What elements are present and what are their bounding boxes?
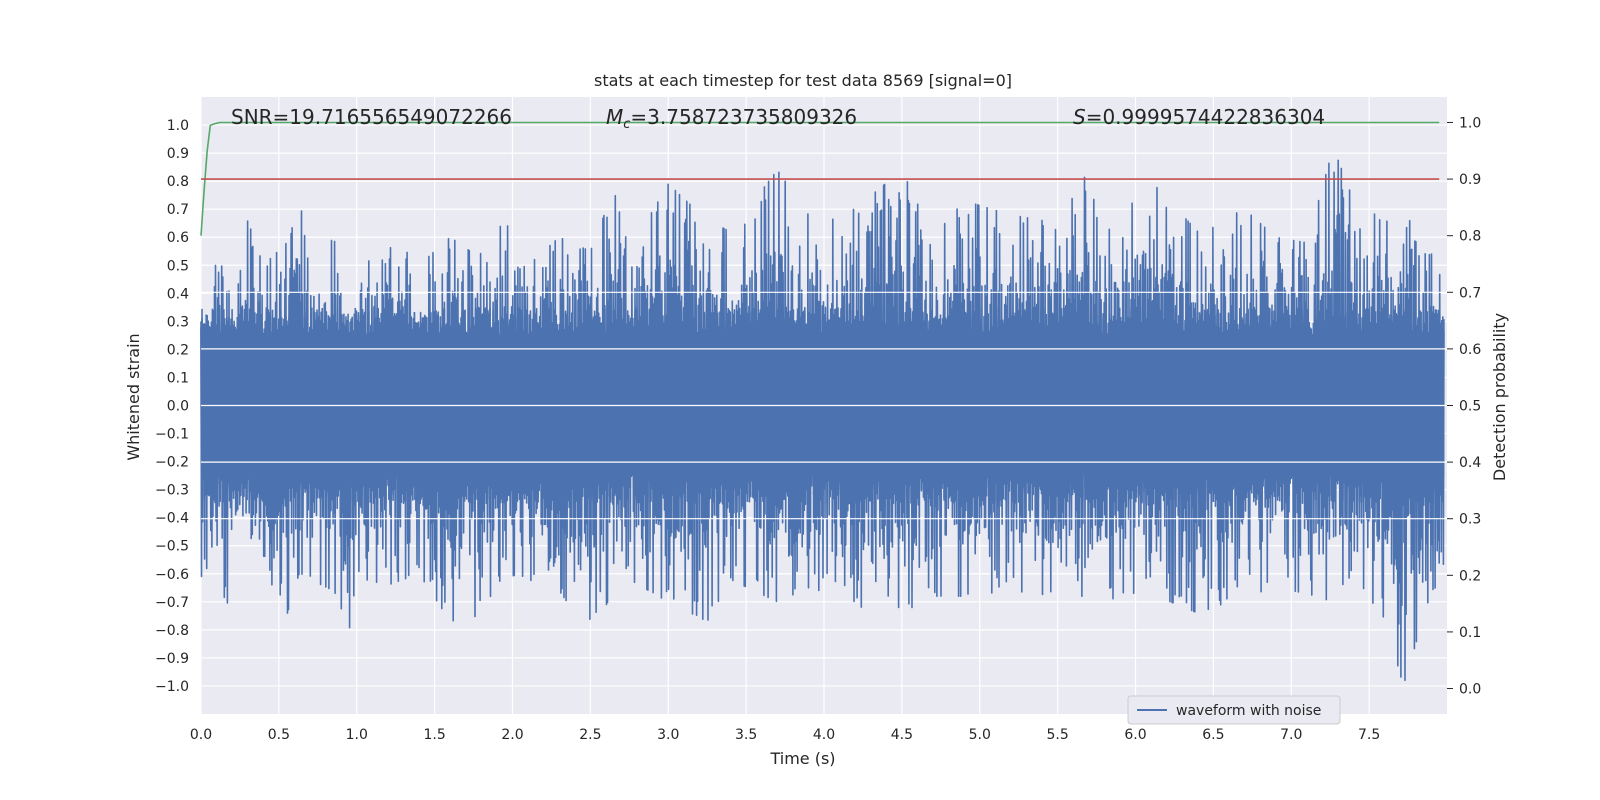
y2-tick-label: 0.1 — [1459, 625, 1481, 641]
x-tick-label: 7.0 — [1280, 727, 1302, 743]
detection-probability-line — [200, 121, 1440, 236]
score-value: =0.9999574422836304 — [1086, 105, 1325, 129]
x-tick-label: 1.0 — [346, 727, 368, 743]
y-tick-label: −0.8 — [155, 623, 189, 639]
x-tick-label: 6.5 — [1202, 727, 1224, 743]
y2-tick-label: 0.9 — [1459, 172, 1481, 188]
y2-tick-label: 1.0 — [1459, 115, 1481, 131]
y2-tick-label: 0.3 — [1459, 512, 1481, 528]
y2-tick-label: 0.5 — [1459, 399, 1481, 415]
waveform-series — [200, 159, 1445, 682]
y-tick-label: 0.2 — [167, 342, 189, 358]
x-tick-label: 5.0 — [969, 727, 991, 743]
x-tick-label: 0.0 — [190, 727, 212, 743]
y-tick-label: −1.0 — [155, 679, 189, 695]
right-grid-lines — [201, 291, 1447, 520]
y-axis-label: Whitened strain — [124, 333, 143, 460]
snr-annotation: SNR=19.716556549072266 — [231, 105, 512, 129]
y2-axis-ticks: 1.0 0.9 0.8 0.7 0.6 0.5 0.4 0.3 0.2 0.1 0.0 — [1447, 115, 1481, 698]
waveform-core — [200, 307, 1445, 504]
y2-tick-label: 0.8 — [1459, 229, 1481, 245]
x-tick-label: 4.0 — [813, 727, 835, 743]
x-tick-label: 3.5 — [735, 727, 757, 743]
y2-tick-label: 0.4 — [1459, 455, 1481, 471]
y-tick-label: 0.0 — [167, 399, 189, 415]
y-tick-label: 0.4 — [167, 286, 189, 302]
x-tick-label: 4.5 — [891, 727, 913, 743]
y-tick-label: −0.1 — [155, 427, 189, 443]
y-tick-label: 0.8 — [167, 174, 189, 190]
probability-series — [200, 121, 1440, 236]
chirp-mass-subscript: c — [623, 117, 630, 132]
x-tick-label: 2.5 — [579, 727, 601, 743]
y-tick-label: −0.9 — [155, 651, 189, 667]
y-axis-ticks: 1.0 0.9 0.8 0.7 0.6 0.5 0.4 0.3 0.2 0.1 0.0 −0.1 −0.… — [155, 118, 189, 695]
x-axis-ticks: 0.0 0.5 1.0 1.5 2.0 2.5 3.0 3.5 4.0 4.5 5.0 5.5 6.0 6… — [190, 727, 1380, 743]
legend: waveform with noise — [1127, 695, 1341, 725]
x-tick-label: 6.0 — [1124, 727, 1146, 743]
y-tick-label: −0.6 — [155, 567, 189, 583]
y-tick-label: 0.6 — [167, 230, 189, 246]
y-tick-label: 0.3 — [167, 314, 189, 330]
x-tick-label: 3.0 — [657, 727, 679, 743]
score-symbol: S — [1073, 105, 1086, 129]
chirp-mass-annotation: Mc=3.758723735809326 — [606, 105, 857, 132]
y-tick-label: −0.7 — [155, 595, 189, 611]
x-tick-label: 7.5 — [1358, 727, 1380, 743]
y-tick-label: 1.0 — [167, 118, 189, 134]
x-axis-label: Time (s) — [769, 749, 835, 768]
y-tick-label: 0.7 — [167, 202, 189, 218]
y-tick-label: 0.5 — [167, 258, 189, 274]
x-tick-label: 0.5 — [268, 727, 290, 743]
y2-tick-label: 0.6 — [1459, 342, 1481, 358]
chirp-mass-symbol: M — [606, 105, 623, 129]
y-tick-label: −0.2 — [155, 455, 189, 471]
y2-tick-label: 0.2 — [1459, 568, 1481, 584]
chirp-mass-value: =3.758723735809326 — [630, 105, 857, 129]
x-tick-label: 5.5 — [1046, 727, 1068, 743]
legend-label-waveform: waveform with noise — [1176, 703, 1321, 719]
y2-tick-label: 0.7 — [1459, 285, 1481, 301]
y2-axis-label: Detection probability — [1490, 313, 1509, 481]
y-tick-label: −0.4 — [155, 511, 189, 527]
chart-title: stats at each timestep for test data 856… — [594, 71, 1012, 90]
score-annotation: S=0.9999574422836304 — [1073, 105, 1325, 129]
y-tick-label: 0.1 — [167, 370, 189, 386]
y-tick-label: −0.3 — [155, 483, 189, 499]
x-tick-label: 2.0 — [501, 727, 523, 743]
y-tick-label: 0.9 — [167, 146, 189, 162]
legend-box — [1127, 695, 1341, 725]
y-tick-label: −0.5 — [155, 539, 189, 555]
y2-tick-label: 0.0 — [1459, 682, 1481, 698]
x-tick-label: 1.5 — [423, 727, 445, 743]
